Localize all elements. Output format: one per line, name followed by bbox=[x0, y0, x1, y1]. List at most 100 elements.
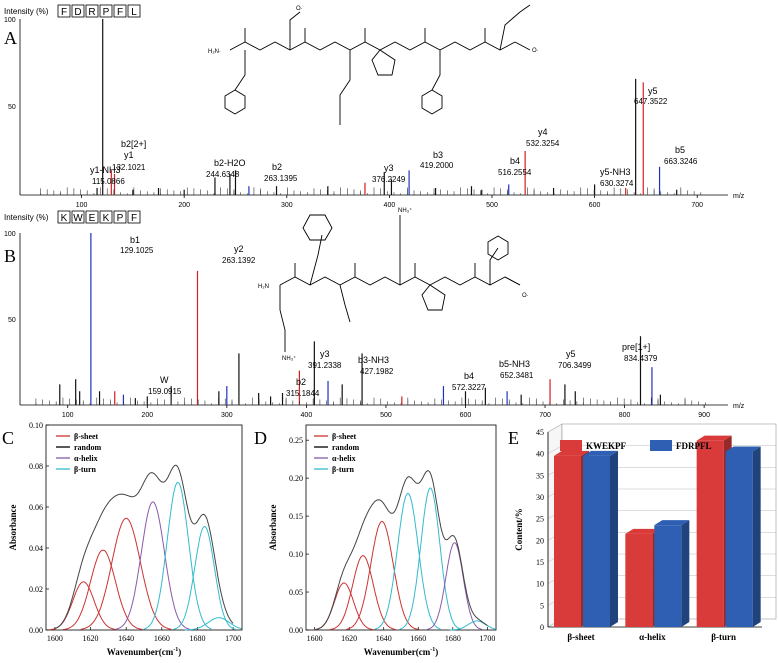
label-b-b4: b4 bbox=[464, 371, 474, 381]
xtick-label-b-1: 200 bbox=[141, 412, 153, 419]
xtick-label-c-3: 1660 bbox=[154, 634, 170, 643]
ytick-label-d-5: 0.25 bbox=[289, 436, 303, 445]
label-b-b1: b1 bbox=[130, 235, 140, 245]
bar-side-e-1-1 bbox=[681, 520, 690, 627]
xtick-label-d-0: 1600 bbox=[307, 634, 323, 643]
ytick-label-d-3: 0.15 bbox=[289, 512, 303, 521]
seq-b-letter-3: E bbox=[89, 213, 96, 224]
xtick-label-a-3: 400 bbox=[384, 202, 396, 209]
panel-a-letter: A bbox=[4, 28, 17, 48]
ytick-label-c-1: 0.02 bbox=[29, 585, 43, 594]
label-a-b4: b4 bbox=[510, 156, 520, 166]
xtick-label-d-3: 1660 bbox=[410, 634, 426, 643]
mz-a-b2-h2o: 244.6348 bbox=[206, 170, 240, 179]
mz-a-y5: 647.3522 bbox=[634, 97, 668, 106]
fit-peak-c-2 bbox=[80, 517, 172, 630]
label-b-y2: y2 bbox=[234, 244, 244, 254]
xtick-label-a-5: 600 bbox=[589, 202, 601, 209]
ytick-label-e-8: 40 bbox=[536, 450, 544, 459]
mz-b-w: 159.0915 bbox=[148, 387, 182, 396]
xtick-label-a-4: 500 bbox=[486, 202, 498, 209]
panel-a-ylabel: Intensity (%) bbox=[4, 7, 49, 16]
xtick-label-b-0: 100 bbox=[62, 412, 74, 419]
seq-b-letter-4: K bbox=[103, 213, 110, 224]
label-b-w: W bbox=[160, 375, 169, 385]
ytick-label-e-1: 5 bbox=[540, 601, 544, 610]
label-a-b2-h2o: b2-H2O bbox=[214, 158, 246, 168]
seq-a-letter-1: F bbox=[61, 7, 67, 18]
ytick-label-d-2: 0.10 bbox=[289, 550, 303, 559]
struct-b-nh3: NH₃⁺ bbox=[282, 355, 296, 362]
panel-d-letter: D bbox=[254, 428, 267, 448]
bar-side-e-0-1 bbox=[610, 450, 618, 627]
fit-peak-c-0 bbox=[49, 581, 117, 631]
mz-a-b4: 516.2554 bbox=[498, 168, 532, 177]
bar-e-2-1 bbox=[725, 451, 753, 627]
legend-label-e-0: KWEKPF bbox=[586, 441, 627, 451]
struct-a-o2: O· bbox=[532, 48, 539, 54]
xtick-label-c-5: 1700 bbox=[225, 634, 241, 643]
sum-curve-d bbox=[314, 470, 488, 631]
bar-e-1-1 bbox=[654, 525, 682, 627]
panel-a-ytick-100: 100 bbox=[4, 17, 16, 24]
bar-top-e-0-1 bbox=[583, 450, 618, 456]
ytick-label-c-5: 0.10 bbox=[29, 421, 43, 430]
label-b-b3-nh3: b3-NH3 bbox=[358, 355, 389, 365]
fit-peak-d-0 bbox=[313, 582, 375, 631]
xtick-label-d-1: 1620 bbox=[341, 634, 357, 643]
panel-b-xticks: 100 200 300 400 500 600 700 800 900 bbox=[62, 405, 710, 419]
sum-curve-c bbox=[54, 464, 234, 630]
seq-b-letter-6: F bbox=[131, 213, 137, 224]
panel-b-structure bbox=[279, 214, 521, 352]
panel-b-ytick-50: 50 bbox=[8, 317, 16, 324]
label-a-y5: y5 bbox=[648, 86, 658, 96]
ytick-label-c-0: 0.00 bbox=[29, 626, 43, 635]
ytick-label-c-3: 0.06 bbox=[29, 503, 43, 512]
mz-b-b4: 572.3227 bbox=[452, 383, 486, 392]
panel-b-structure-labels: H₂N NH₃⁺ NH₃⁺ O· bbox=[258, 207, 529, 362]
ytick-label-e-2: 10 bbox=[536, 580, 544, 589]
ytick-label-e-4: 20 bbox=[536, 536, 544, 545]
legend-label-c-2: α-helix bbox=[74, 454, 98, 463]
bar-top-e-2-0 bbox=[696, 435, 732, 441]
fit-peak-d-2 bbox=[345, 521, 418, 630]
legend-label-d-0: β-sheet bbox=[332, 432, 357, 441]
mz-b-b5-nh3: 652.3481 bbox=[500, 371, 534, 380]
xtick-label-b-6: 700 bbox=[539, 412, 551, 419]
bar-top-e-1-0 bbox=[625, 528, 661, 534]
legend-label-e-1: FDRPFL bbox=[676, 441, 712, 451]
ytick-label-c-4: 0.08 bbox=[29, 462, 43, 471]
label-b-y5: y5 bbox=[566, 349, 576, 359]
bar-e-0-0 bbox=[554, 455, 581, 627]
panel-a-peaks bbox=[40, 19, 702, 195]
legend-label-d-2: α-helix bbox=[332, 454, 356, 463]
label-a-b5: b5 bbox=[675, 145, 685, 155]
ytick-label-e-0: 0 bbox=[540, 623, 544, 632]
fit-peak-c-3 bbox=[115, 501, 190, 630]
mz-b-b3-nh3: 427.1982 bbox=[360, 367, 394, 376]
seq-a-letter-4: P bbox=[103, 7, 110, 18]
mz-a-b3: 419.2000 bbox=[420, 161, 454, 170]
xtick-label-c-0: 1600 bbox=[47, 634, 63, 643]
legend-swatch-e-1 bbox=[650, 440, 672, 451]
label-a-y4: y4 bbox=[538, 127, 548, 137]
label-a-y3: y3 bbox=[384, 163, 394, 173]
mz-b-y5: 706.3499 bbox=[558, 361, 592, 370]
mz-a-y3: 376.2249 bbox=[372, 175, 406, 184]
fit-peak-d-4 bbox=[399, 487, 461, 630]
ytick-label-e-5: 25 bbox=[536, 515, 544, 524]
seq-a-letter-2: D bbox=[74, 7, 81, 18]
label-b-b2: b2 bbox=[296, 377, 306, 387]
xtick-label-b-5: 600 bbox=[460, 412, 472, 419]
xtick-label-b-7: 800 bbox=[619, 412, 631, 419]
ytick-label-e-6: 30 bbox=[536, 493, 544, 502]
xtick-label-c-1: 1620 bbox=[83, 634, 99, 643]
fit-peak-d-3 bbox=[374, 492, 441, 630]
mz-b-pre: 834.4379 bbox=[624, 354, 658, 363]
panel-d-frame bbox=[305, 424, 497, 631]
panel-c-ylabel: Absorbance bbox=[8, 504, 18, 550]
panel-c-xlabel: Wavenumber(cm-1) bbox=[107, 647, 182, 657]
mz-b-y3: 391.2338 bbox=[308, 361, 342, 370]
bar-e-1-0 bbox=[625, 533, 653, 627]
